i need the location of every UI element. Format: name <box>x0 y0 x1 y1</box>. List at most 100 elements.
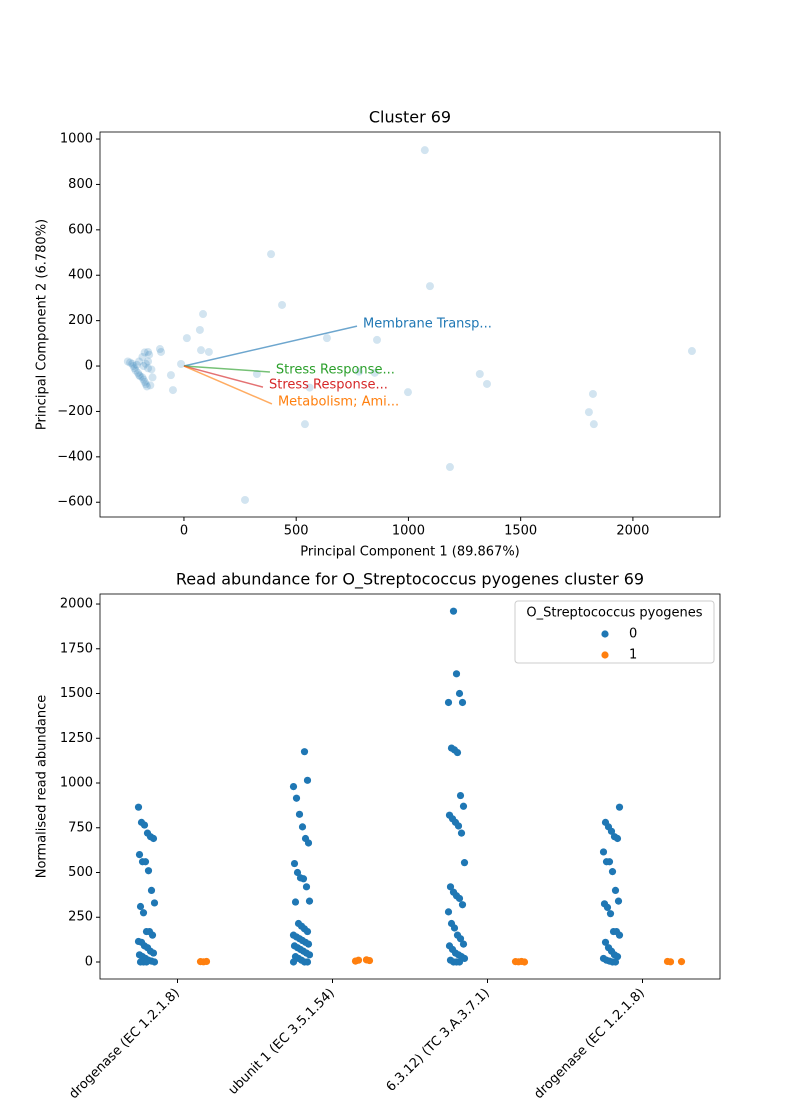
point <box>303 776 312 784</box>
chart-title: Cluster 69 <box>369 108 451 127</box>
point <box>475 369 484 378</box>
point <box>459 802 468 810</box>
y-tick-label: 1750 <box>60 641 93 656</box>
arrow-label: Membrane Transp... <box>363 317 492 332</box>
y-tick-label: 200 <box>68 313 93 328</box>
point <box>278 300 287 309</box>
y-tick-label: 600 <box>68 222 93 237</box>
legend-label: 1 <box>629 648 637 663</box>
point <box>146 381 155 390</box>
point <box>134 803 143 811</box>
point <box>611 958 620 966</box>
point <box>149 834 158 843</box>
point <box>373 335 382 344</box>
point <box>291 898 300 906</box>
point <box>140 348 149 357</box>
point <box>131 366 140 375</box>
point <box>149 949 158 957</box>
point <box>603 903 612 912</box>
point <box>455 689 464 698</box>
loading-arrow <box>183 365 270 373</box>
point <box>445 463 454 472</box>
point <box>289 782 298 791</box>
point <box>135 371 144 380</box>
point <box>601 938 610 946</box>
x-tick-label: 2000 <box>616 524 649 539</box>
x-tick-label: 1000 <box>392 524 425 539</box>
axes-frame <box>99 131 721 518</box>
x-tick-label: drogenase (EC 1.2.1.8) <box>531 986 647 1100</box>
y-tick-label: 1500 <box>60 686 93 701</box>
point <box>450 924 459 932</box>
loading-arrow <box>183 365 264 388</box>
point <box>608 868 617 876</box>
point <box>365 956 374 965</box>
legend-title: O_Streptococcus pyogenes <box>526 606 702 621</box>
point <box>615 803 624 811</box>
point <box>453 748 462 757</box>
point <box>150 958 159 966</box>
axes-frame <box>99 593 721 980</box>
point <box>145 350 154 359</box>
point <box>140 821 149 829</box>
point <box>140 377 149 386</box>
point <box>611 886 620 895</box>
point <box>139 362 148 371</box>
point <box>128 359 137 368</box>
point <box>133 368 142 377</box>
point <box>295 810 304 818</box>
y-tick-label: 0 <box>85 359 93 374</box>
point <box>155 345 164 354</box>
point <box>136 902 145 911</box>
point <box>298 823 307 831</box>
legend-box <box>514 600 715 664</box>
point <box>403 388 412 397</box>
point <box>199 310 208 319</box>
x-tick-label: 1500 <box>504 524 537 539</box>
point <box>305 897 314 905</box>
point <box>303 958 312 966</box>
point <box>130 364 139 373</box>
point <box>241 495 250 504</box>
point <box>456 935 465 943</box>
y-tick-label: 750 <box>68 820 93 835</box>
point <box>252 369 261 378</box>
point <box>290 859 299 868</box>
point <box>520 958 529 966</box>
point <box>147 886 156 895</box>
point <box>355 367 364 376</box>
point <box>195 325 204 334</box>
point <box>142 958 151 966</box>
point <box>135 851 144 859</box>
point <box>302 883 311 891</box>
point <box>420 146 429 155</box>
point <box>144 347 153 356</box>
point <box>425 282 434 291</box>
point <box>615 931 624 939</box>
point <box>322 334 331 343</box>
x-tick-label: 6.3.12) (TC 3.A.3.7.1) <box>384 986 493 1095</box>
point <box>455 958 464 966</box>
loading-arrow <box>183 365 273 405</box>
point <box>168 386 177 395</box>
y-tick-label: 250 <box>68 910 93 925</box>
point <box>613 834 622 843</box>
point <box>454 822 463 830</box>
point <box>166 371 175 380</box>
y-tick-label: 400 <box>68 268 93 283</box>
point <box>303 927 312 936</box>
y-tick-label: 800 <box>68 177 93 192</box>
point <box>460 859 469 867</box>
point <box>147 365 156 374</box>
point <box>666 958 675 966</box>
point <box>150 899 159 907</box>
point <box>458 901 467 909</box>
point <box>141 359 150 368</box>
point <box>455 894 464 903</box>
x-axis-label: Principal Component 1 (89.867%) <box>300 545 520 560</box>
point <box>202 957 211 966</box>
point <box>136 372 145 381</box>
point <box>370 368 379 377</box>
point <box>458 698 467 707</box>
